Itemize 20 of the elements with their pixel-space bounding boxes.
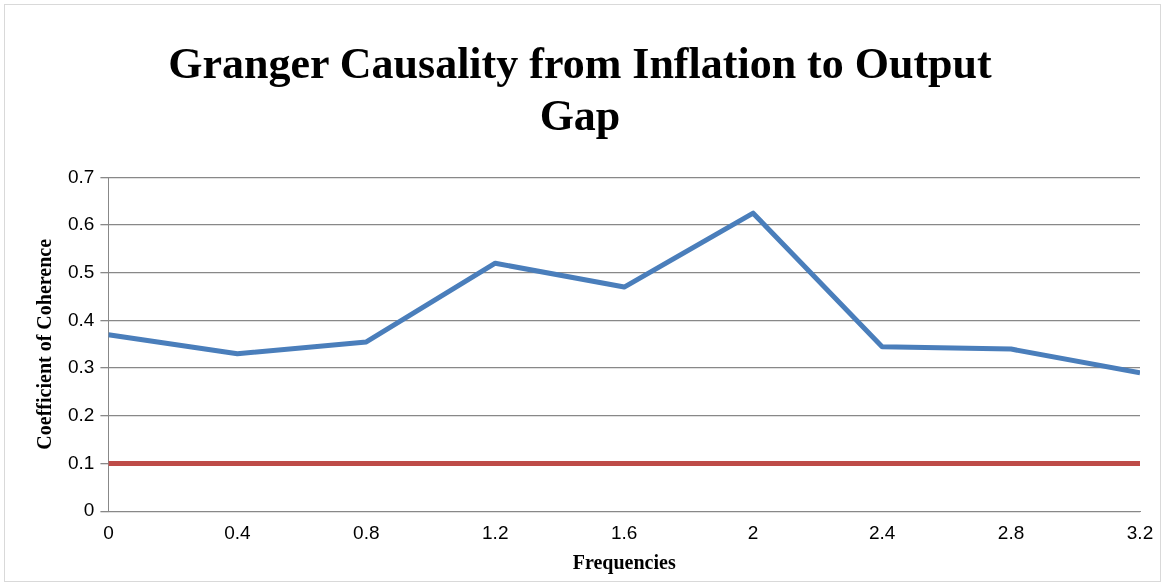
- x-axis-title: Frequencies: [572, 551, 676, 575]
- x-tick-label: 2.4: [868, 521, 896, 543]
- chart-title: Granger Causality from Inflation to Output Gap: [167, 38, 993, 142]
- y-tick-label: 0: [83, 499, 95, 521]
- x-tick-label: 2.8: [997, 521, 1025, 543]
- x-tick-label: 1.2: [482, 521, 509, 543]
- y-tick-label: 0.5: [67, 261, 95, 283]
- y-tick-label: 0.4: [67, 308, 95, 330]
- x-tick-label: 0: [103, 521, 114, 543]
- x-tick-label: 0.4: [224, 521, 251, 543]
- x-tick-label: 0.8: [353, 521, 380, 543]
- x-tick-label: 3.2: [1126, 521, 1154, 543]
- y-tick-label: 0.7: [67, 165, 95, 187]
- y-tick-label: 0.3: [67, 356, 95, 378]
- y-tick-label: 0.6: [67, 213, 95, 235]
- y-tick-label: 0.2: [67, 404, 95, 426]
- y-tick-label: 0.1: [67, 451, 95, 473]
- y-axis-title: Coefficient of Coherence: [33, 238, 56, 450]
- x-tick-label: 2: [747, 521, 759, 543]
- x-tick-label: 1.6: [611, 521, 638, 543]
